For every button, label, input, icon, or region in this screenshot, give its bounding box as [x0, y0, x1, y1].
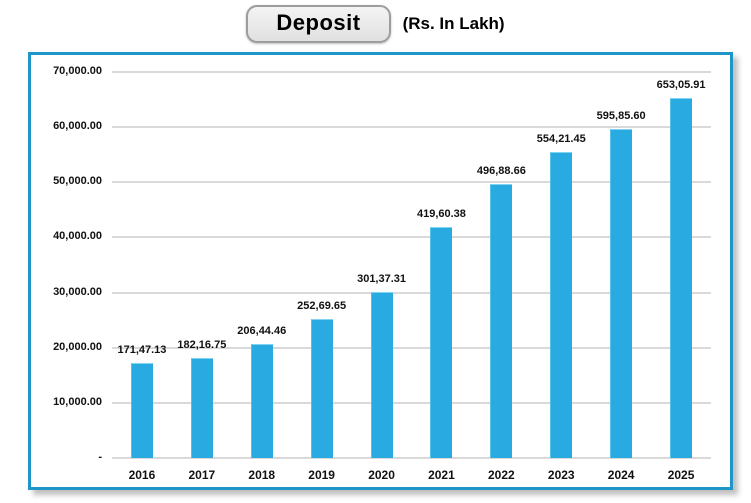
bar-value-label: 252,69.65 [297, 299, 347, 312]
bar [550, 152, 573, 458]
bar [370, 291, 393, 458]
bar [430, 226, 453, 458]
x-axis-tick-label: 2019 [308, 468, 335, 482]
gridline [112, 126, 711, 129]
bar [490, 184, 513, 458]
gridline [112, 236, 711, 239]
gridline [112, 71, 711, 73]
bar-value-label: 182,16.75 [177, 338, 227, 351]
gridline [112, 181, 711, 184]
gridline [112, 291, 711, 294]
x-axis-tick-label: 2020 [368, 468, 395, 482]
bar [130, 363, 153, 458]
y-axis-tick-label: 60,000.00 [53, 120, 102, 133]
x-axis-tick-label: 2017 [188, 468, 216, 482]
bar-value-label: 301,37.31 [357, 272, 407, 285]
y-axis-tick-label: 30,000.00 [53, 285, 102, 298]
bar-value-label: 554,21.45 [536, 133, 586, 146]
y-axis-tick-label: 70,000.00 [53, 65, 102, 77]
gridline [112, 401, 711, 404]
y-axis-tick-label: 20,000.00 [53, 340, 102, 353]
bar-value-label: 171,47.13 [117, 344, 167, 357]
x-axis-tick-label: 2024 [607, 468, 635, 482]
y-axis-tick-label: 10,000.00 [53, 395, 102, 408]
bar-value-label: 419,60.38 [416, 207, 466, 220]
y-axis-tick-label: 50,000.00 [53, 175, 102, 188]
bar-value-label: 206,44.46 [237, 325, 287, 338]
bar [190, 357, 213, 458]
chart-unit-label: (Rs. In Lakh) [402, 14, 505, 33]
x-axis-tick-label: 2022 [487, 468, 515, 482]
chart-title: Deposit [276, 10, 361, 35]
chart-box: - 10,000.00 20,000.00 30,000.00 40,000.00 50,… [28, 52, 733, 490]
chart-title-pill: Deposit [246, 5, 391, 43]
bar [610, 129, 633, 458]
bar-value-label: 653,05.91 [656, 78, 706, 91]
x-axis-tick-label: 2016 [128, 468, 156, 482]
y-axis-tick-label: - [98, 451, 102, 463]
bar [310, 318, 333, 458]
bar [250, 344, 273, 458]
plot-area: - 10,000.00 20,000.00 30,000.00 40,000.00 50,… [31, 55, 730, 487]
bar-value-label: 496,88.66 [476, 165, 526, 177]
bar [670, 97, 693, 458]
x-axis-tick-label: 2023 [547, 468, 575, 482]
gridline [112, 346, 711, 349]
chart-header: Deposit (Rs. In Lakh) [0, 4, 751, 44]
y-axis-tick-label: 40,000.00 [53, 230, 102, 243]
bar-value-label: 595,85.60 [596, 110, 646, 123]
x-axis-tick-label: 2018 [248, 468, 276, 482]
x-axis-tick-label: 2025 [667, 468, 695, 482]
x-axis-line [112, 457, 711, 459]
x-axis-tick-label: 2021 [428, 468, 455, 482]
